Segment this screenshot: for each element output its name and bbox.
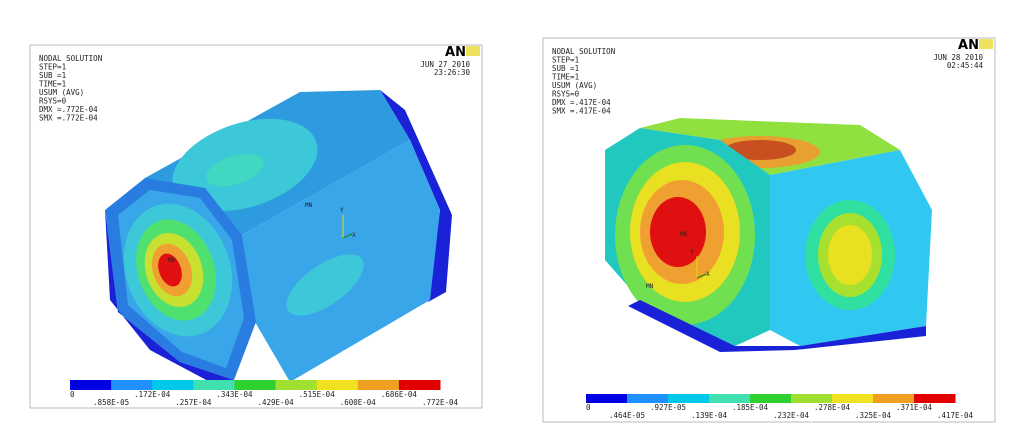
legend-label: .927E-05 [650, 403, 686, 412]
legend-label: .185E-04 [732, 403, 769, 412]
legend-swatch [750, 394, 792, 403]
logo-box [466, 46, 480, 56]
info-line: SUB =1 [39, 71, 66, 80]
info-line: TIME=1 [552, 73, 579, 82]
info-line: SMX =.417E-04 [552, 107, 611, 116]
info-line: RSYS=0 [552, 90, 580, 99]
legend-label: 0 [586, 403, 591, 412]
model-label: X [352, 232, 356, 239]
legend-swatch [586, 394, 628, 403]
legend-label: .257E-04 [175, 398, 212, 407]
date: JUN 27 2010 [420, 60, 470, 69]
time: 02:45:44 [947, 61, 984, 70]
model-label: MX [168, 257, 176, 264]
legend-swatch [668, 394, 710, 403]
legend-swatch [709, 394, 751, 403]
time: 23:26:30 [434, 68, 471, 77]
legend-swatch [275, 380, 318, 390]
legend-label: .278E-04 [814, 403, 851, 412]
model-label: Y [340, 207, 344, 214]
legend-swatch [398, 380, 441, 390]
info-line: TIME=1 [39, 80, 66, 89]
info-line: DMX =.772E-04 [39, 105, 98, 114]
info-line: STEP=1 [39, 63, 66, 72]
info-line: NODAL SOLUTION [552, 47, 615, 56]
legend-label: .600E-04 [340, 398, 377, 407]
legend-label: .139E-04 [691, 411, 728, 420]
legend-label: .172E-04 [134, 390, 171, 399]
legend-swatch [193, 380, 235, 390]
info-line: STEP=1 [552, 56, 579, 65]
model-label: Y [690, 249, 694, 256]
date: JUN 28 2010 [933, 53, 983, 62]
model-label: X [706, 271, 710, 278]
legend-label: .858E-05 [93, 398, 129, 407]
info-line: SMX =.772E-04 [39, 114, 98, 123]
logo: AN [958, 38, 979, 53]
logo: AN [445, 45, 466, 60]
legend-label: .772E-04 [422, 398, 459, 407]
info-line: USUM (AVG) [39, 88, 84, 97]
legend-swatch [832, 394, 874, 403]
legend-label: .371E-04 [896, 403, 933, 412]
legend-label: .343E-04 [216, 390, 253, 399]
model [105, 90, 452, 382]
legend-label: 0 [70, 390, 75, 399]
model-label: MN [646, 283, 654, 290]
legend-label: .417E-04 [937, 411, 974, 420]
info-line: NODAL SOLUTION [39, 54, 102, 63]
model [605, 118, 932, 352]
legend-swatch [873, 394, 915, 403]
info-line: RSYS=0 [39, 97, 67, 106]
legend-swatch [914, 394, 956, 403]
model-label: MX [680, 231, 688, 238]
legend-swatch [234, 380, 277, 390]
legend-swatch [70, 380, 112, 390]
logo-box [979, 39, 993, 49]
legend-label: .515E-04 [299, 390, 336, 399]
model-label: MN [305, 202, 313, 209]
legend-swatch [111, 380, 153, 390]
legend-swatch [152, 380, 194, 390]
legend-swatch [791, 394, 833, 403]
legend-label: .686E-04 [381, 390, 418, 399]
legend-swatch [357, 380, 400, 390]
legend-label: .232E-04 [773, 411, 810, 420]
info-line: USUM (AVG) [552, 81, 597, 90]
legend-label: .325E-04 [855, 411, 892, 420]
legend-label: .429E-04 [257, 398, 294, 407]
legend-label: .464E-05 [609, 411, 645, 420]
legend-swatch [627, 394, 669, 403]
info-line: SUB =1 [552, 64, 579, 73]
legend-swatch [316, 380, 359, 390]
info-line: DMX =.417E-04 [552, 98, 611, 107]
